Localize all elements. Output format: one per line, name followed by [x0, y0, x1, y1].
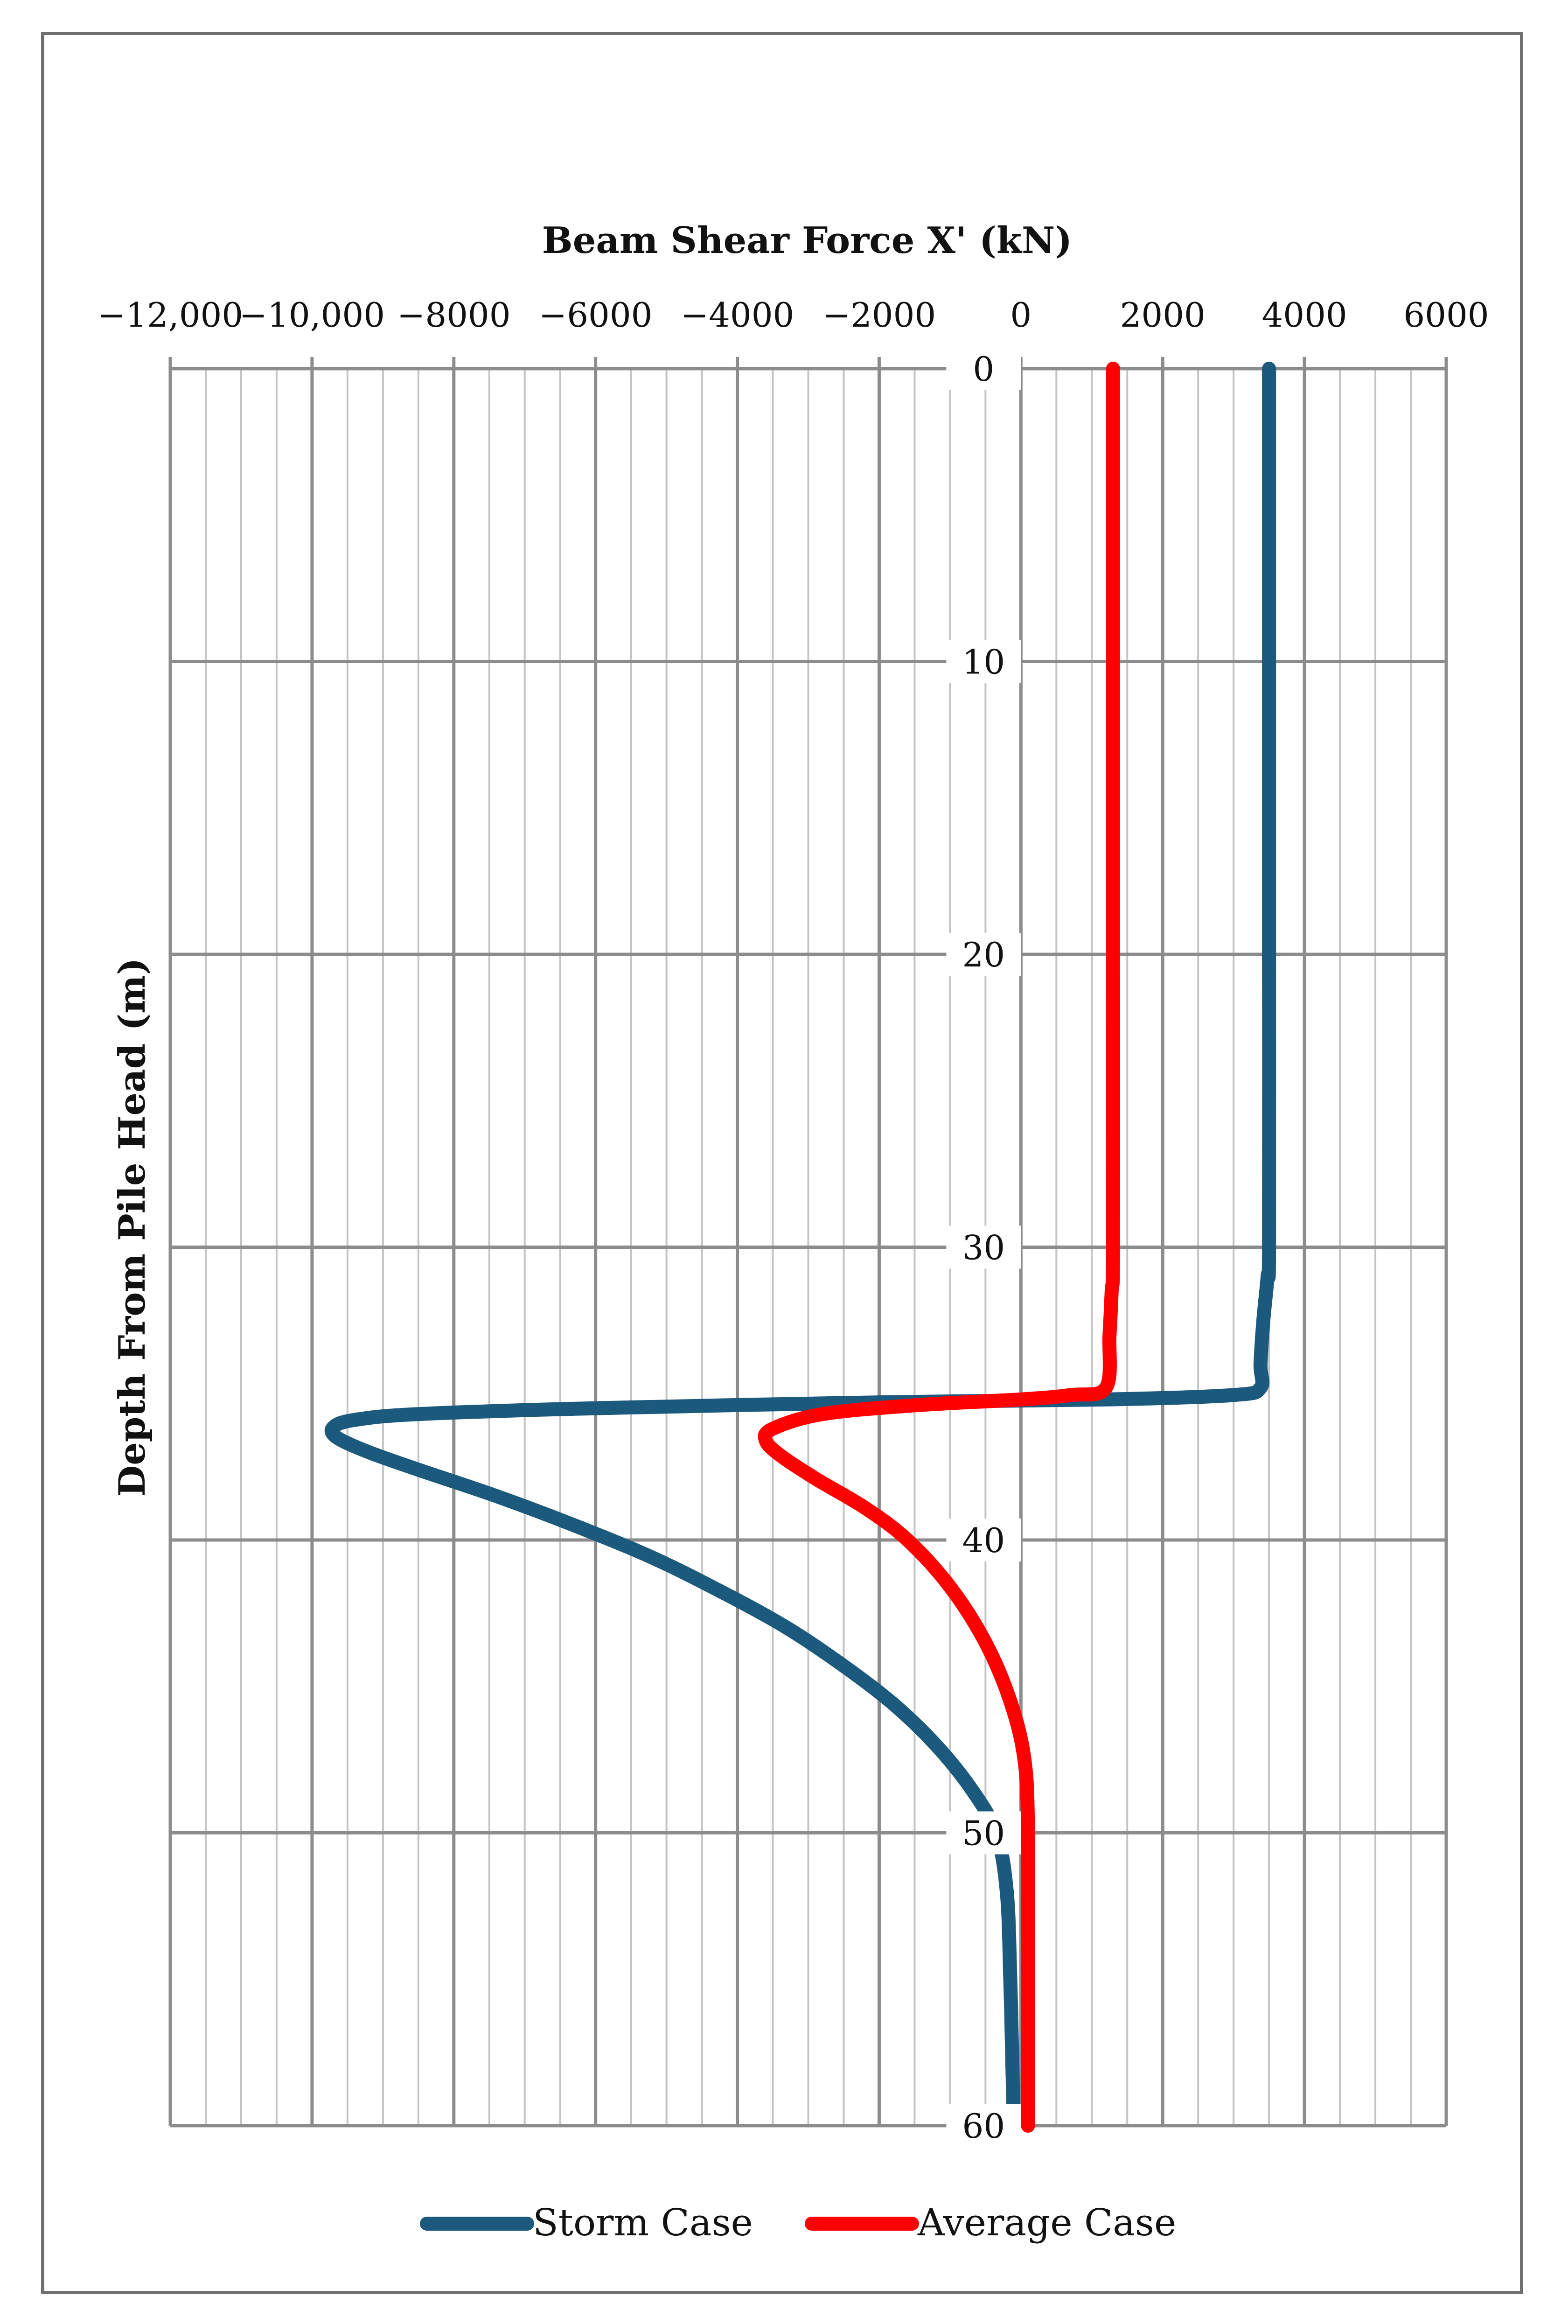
x-tick-label: −8000 [397, 295, 511, 335]
y-tick-label-background [946, 1519, 1021, 1561]
figure-frame [41, 32, 1523, 2294]
x-tick-label: 0 [1010, 295, 1031, 335]
y-tick-label: 10 [962, 643, 1005, 682]
x-tick-label: −10,000 [239, 295, 385, 335]
y-tick-label: 40 [962, 1521, 1005, 1560]
y-tick-label: 0 [973, 350, 994, 389]
legend: Storm Case Average Case [420, 2201, 1176, 2244]
x-tick-label: 2000 [1120, 295, 1206, 335]
y-tick-label-background [946, 933, 1021, 976]
y-tick-label-background [946, 2104, 1021, 2147]
x-axis-title: Beam Shear Force X' (kN) [542, 219, 1072, 262]
y-tick-label: 30 [962, 1228, 1005, 1267]
y-tick-label-background [946, 1811, 1021, 1855]
tick-labels: −12,000−10,000 −8000 −6000 −4000 −2000 0 2000 4… [98, 295, 1489, 2147]
x-tick-label: −2000 [822, 295, 936, 335]
series-lines [324, 362, 1276, 2133]
y-tick-label: 50 [962, 1814, 1005, 1853]
grid [168, 357, 1448, 2128]
x-tick-label: 4000 [1261, 295, 1347, 335]
y-axis-title: Depth From Pile Head (m) [111, 958, 153, 1497]
legend-label-storm-case: Storm Case [533, 2201, 753, 2244]
x-tick-label: −4000 [681, 295, 794, 335]
series-line-average-case [758, 362, 1121, 2133]
y-tick-label: 60 [962, 2107, 1005, 2146]
y-tick-label-background [946, 1225, 1021, 1269]
x-tick-label: −6000 [539, 295, 653, 335]
y-tick-label-background [946, 347, 1021, 390]
legend-label-average-case: Average Case [917, 2201, 1176, 2244]
y-tick-label-background [946, 640, 1021, 683]
x-tick-label: 6000 [1403, 295, 1489, 335]
x-tick-label: −12,000 [98, 295, 243, 335]
series-line-storm-case [324, 362, 1276, 2133]
y-tick-label: 20 [962, 935, 1005, 974]
